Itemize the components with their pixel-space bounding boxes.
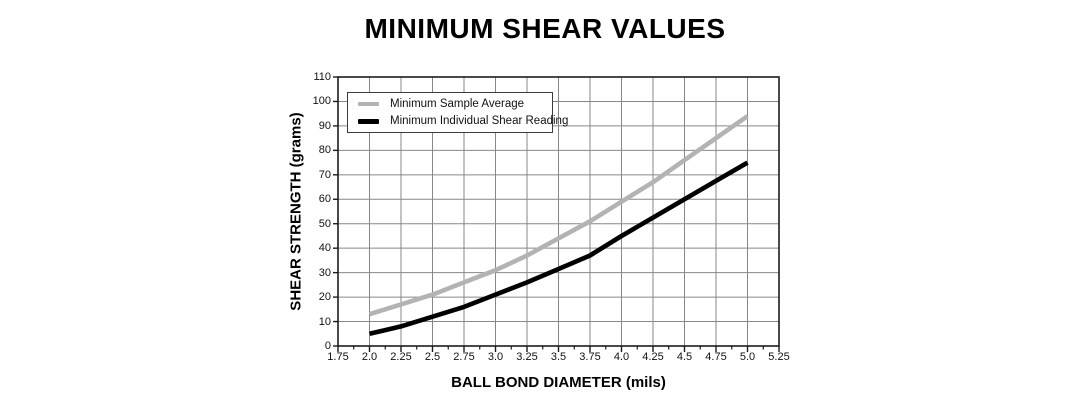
x-tick-label: 4.25 <box>642 351 664 363</box>
series-line-minimum-individual-shear-reading <box>368 160 749 337</box>
x-tick-label: 4.75 <box>705 351 727 363</box>
x-tick-label: 2.0 <box>361 351 378 363</box>
y-tick-label: 60 <box>318 193 331 206</box>
x-tick-label: 5.0 <box>739 351 756 363</box>
x-tick-label: 3.25 <box>516 351 538 363</box>
chart-title: MINIMUM SHEAR VALUES <box>364 13 726 44</box>
x-tick-label: 3.0 <box>487 351 504 363</box>
series-line-minimum-sample-average <box>368 114 749 317</box>
y-tick-label: 90 <box>318 119 331 132</box>
y-axis-title: SHEAR STRENGTH (grams) <box>287 112 305 311</box>
legend-label: Minimum Individual Shear Reading <box>390 115 569 127</box>
legend-item-sample-average: Minimum Sample Average <box>358 98 546 110</box>
legend: Minimum Sample Average Minimum Individua… <box>347 92 568 133</box>
legend-item-individual-reading: Minimum Individual Shear Reading <box>358 115 568 127</box>
legend-swatch-gray-line-icon <box>358 102 379 106</box>
y-tick-label: 80 <box>318 144 331 157</box>
x-tick-label: 2.25 <box>390 351 412 363</box>
y-tick-label: 30 <box>318 266 331 279</box>
legend-swatch-black-line-icon <box>358 118 379 124</box>
x-tick-label: 1.75 <box>327 351 349 363</box>
y-tick-label: 0 <box>324 340 331 352</box>
legend-label: Minimum Sample Average <box>390 98 525 110</box>
x-tick-label: 3.5 <box>550 351 567 363</box>
y-tick-label: 100 <box>312 95 331 108</box>
x-tick-label: 2.5 <box>424 351 441 363</box>
y-tick-label: 70 <box>318 168 331 181</box>
y-tick-label: 20 <box>318 291 331 304</box>
x-tick-label: 2.75 <box>453 351 475 363</box>
y-tick-label: 110 <box>313 71 331 83</box>
x-tick-label: 5.25 <box>768 351 790 363</box>
y-tick-label: 40 <box>318 242 331 255</box>
x-tick-label: 3.75 <box>579 351 601 363</box>
x-axis-title: BALL BOND DIAMETER (mils) <box>451 374 666 391</box>
y-tick-label: 10 <box>318 315 331 328</box>
y-tick-label: 50 <box>318 217 331 230</box>
x-tick-label: 4.0 <box>613 351 630 363</box>
x-tick-label: 4.5 <box>676 351 693 363</box>
